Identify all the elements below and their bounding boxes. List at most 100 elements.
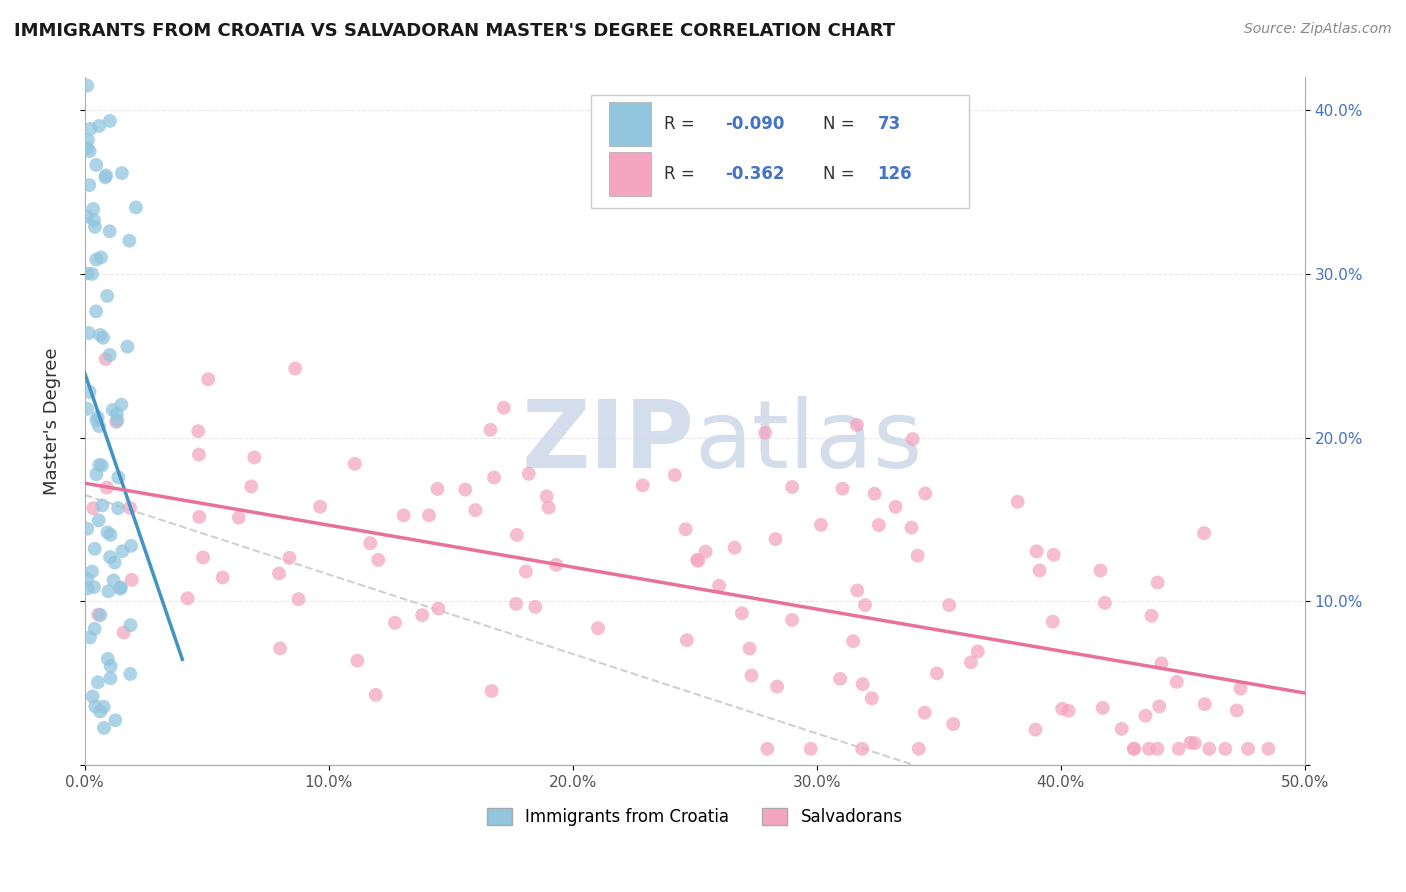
- Point: [1146, 575, 1168, 590]
- Point: [93, 721, 115, 735]
- Point: [1180, 736, 1202, 750]
- Text: -0.090: -0.090: [725, 115, 785, 133]
- Point: [1213, 741, 1236, 756]
- Point: [228, 510, 250, 524]
- Point: [87, 419, 110, 434]
- Point: [766, 680, 789, 694]
- Point: [100, 528, 122, 542]
- Point: [546, 558, 568, 572]
- Point: [868, 518, 890, 533]
- Point: [1147, 699, 1170, 714]
- Point: [1137, 741, 1160, 756]
- Point: [1140, 608, 1163, 623]
- Text: Source: ZipAtlas.com: Source: ZipAtlas.com: [1244, 22, 1392, 37]
- Point: [84, 252, 107, 267]
- Point: [1024, 723, 1046, 737]
- Point: [695, 544, 717, 558]
- Point: [79, 631, 101, 645]
- Point: [243, 450, 266, 465]
- FancyBboxPatch shape: [609, 152, 651, 195]
- Point: [1150, 657, 1173, 671]
- Point: [586, 621, 609, 635]
- Point: [479, 423, 502, 437]
- Point: [1194, 697, 1216, 711]
- Point: [392, 508, 415, 523]
- Point: [492, 401, 515, 415]
- Point: [675, 522, 697, 536]
- Point: [346, 654, 368, 668]
- Point: [111, 166, 134, 180]
- Point: [86, 467, 108, 482]
- Point: [664, 468, 686, 483]
- Point: [110, 398, 132, 412]
- Text: R =: R =: [664, 115, 700, 133]
- Point: [1237, 741, 1260, 756]
- Text: N =: N =: [823, 165, 859, 183]
- Point: [96, 481, 118, 495]
- Point: [117, 340, 139, 354]
- Point: [505, 597, 527, 611]
- Point: [87, 675, 110, 690]
- Point: [94, 170, 117, 185]
- Point: [1123, 741, 1146, 756]
- Point: [125, 201, 148, 215]
- Text: 73: 73: [877, 115, 901, 133]
- Point: [343, 457, 366, 471]
- Point: [97, 584, 120, 599]
- Point: [884, 500, 907, 514]
- Point: [852, 677, 875, 691]
- Text: R =: R =: [664, 165, 700, 183]
- Point: [93, 699, 115, 714]
- Point: [938, 598, 960, 612]
- Point: [1192, 526, 1215, 541]
- Point: [120, 618, 142, 632]
- Point: [454, 483, 477, 497]
- Point: [738, 641, 761, 656]
- Point: [86, 410, 108, 425]
- Point: [94, 352, 117, 367]
- Point: [98, 348, 121, 362]
- Point: [537, 500, 560, 515]
- Point: [267, 566, 290, 581]
- Point: [83, 580, 105, 594]
- Point: [427, 601, 450, 615]
- Point: [464, 503, 486, 517]
- Point: [765, 532, 787, 546]
- Point: [103, 574, 125, 588]
- Point: [97, 652, 120, 666]
- Text: 126: 126: [877, 165, 912, 183]
- Point: [754, 425, 776, 440]
- Point: [108, 582, 131, 596]
- Point: [89, 607, 111, 622]
- Point: [846, 583, 869, 598]
- Point: [187, 448, 209, 462]
- Point: [482, 470, 505, 484]
- Point: [76, 582, 98, 596]
- Point: [723, 541, 745, 555]
- Point: [197, 372, 219, 386]
- Point: [740, 668, 762, 682]
- Point: [731, 606, 754, 620]
- Point: [1167, 741, 1189, 756]
- Point: [84, 304, 107, 318]
- Point: [79, 178, 101, 193]
- Point: [364, 688, 387, 702]
- Point: [79, 144, 101, 158]
- Point: [524, 599, 547, 614]
- FancyBboxPatch shape: [591, 95, 969, 208]
- Point: [1007, 494, 1029, 508]
- Point: [1257, 741, 1279, 756]
- Point: [80, 267, 103, 281]
- Point: [367, 553, 389, 567]
- Point: [79, 384, 101, 399]
- Point: [82, 202, 104, 216]
- Point: [960, 656, 983, 670]
- Point: [89, 458, 111, 472]
- Point: [359, 536, 381, 550]
- Point: [77, 326, 100, 340]
- Point: [100, 659, 122, 673]
- Point: [907, 741, 929, 756]
- Point: [101, 403, 124, 417]
- Point: [77, 133, 100, 147]
- Point: [105, 413, 128, 427]
